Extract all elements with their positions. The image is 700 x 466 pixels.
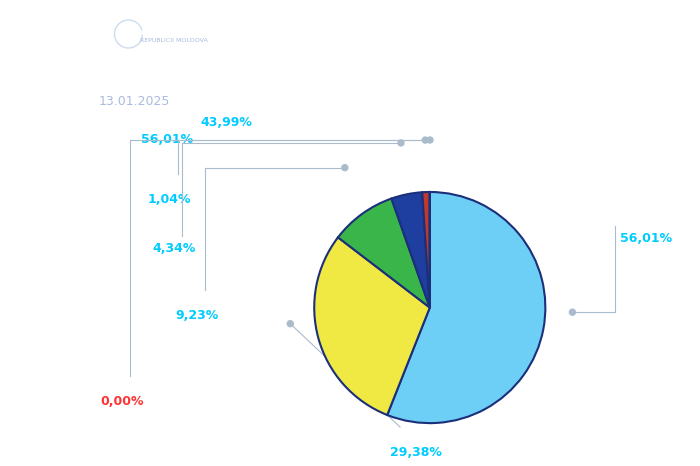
Circle shape — [422, 137, 428, 143]
Text: SA „Termoelectrica”: SA „Termoelectrica” — [390, 432, 493, 442]
Text: 43,99%: 43,99% — [200, 116, 253, 129]
Text: 56,01%: 56,01% — [620, 232, 672, 245]
Text: regenerabilaă: regenerabilaă — [175, 295, 248, 305]
Text: 13.01.2025: 13.01.2025 — [99, 95, 170, 108]
Circle shape — [398, 140, 404, 146]
Text: Producție internă: Producție internă — [99, 116, 210, 129]
Text: CONSUM ENERGIE ELECTRICĂ: CONSUM ENERGIE ELECTRICĂ — [99, 62, 523, 86]
Text: Îtnreprinderea de: Îtnreprinderea de — [148, 166, 239, 178]
Wedge shape — [422, 192, 430, 308]
Text: SA „CET-Nord”: SA „CET-Nord” — [152, 228, 227, 238]
Wedge shape — [387, 192, 545, 423]
Text: 56,01%: 56,01% — [141, 133, 193, 146]
Text: 1,04%: 1,04% — [148, 193, 192, 206]
Text: 9,23%: 9,23% — [175, 309, 218, 322]
Text: 0,00%: 0,00% — [100, 395, 144, 408]
Text: de la Cuciurgan: de la Cuciurgan — [100, 381, 182, 391]
Circle shape — [287, 321, 293, 327]
Wedge shape — [338, 199, 430, 308]
Wedge shape — [391, 192, 430, 308]
Circle shape — [569, 309, 575, 315]
Circle shape — [427, 137, 433, 143]
Text: 4,34%: 4,34% — [152, 242, 195, 255]
Text: Energie: Energie — [175, 282, 215, 292]
Text: Import: Import — [99, 133, 144, 146]
Text: Stat „NHE Costești”: Stat „NHE Costești” — [148, 179, 251, 190]
Text: GUVERNUL: GUVERNUL — [141, 28, 204, 38]
Wedge shape — [314, 237, 430, 415]
Text: REPUBLICII MOLDOVA: REPUBLICII MOLDOVA — [141, 38, 209, 43]
Text: MGRES/Centrala: MGRES/Centrala — [100, 368, 186, 378]
Text: 29,38%: 29,38% — [390, 446, 442, 459]
Text: România: România — [620, 218, 666, 228]
Circle shape — [342, 164, 348, 171]
